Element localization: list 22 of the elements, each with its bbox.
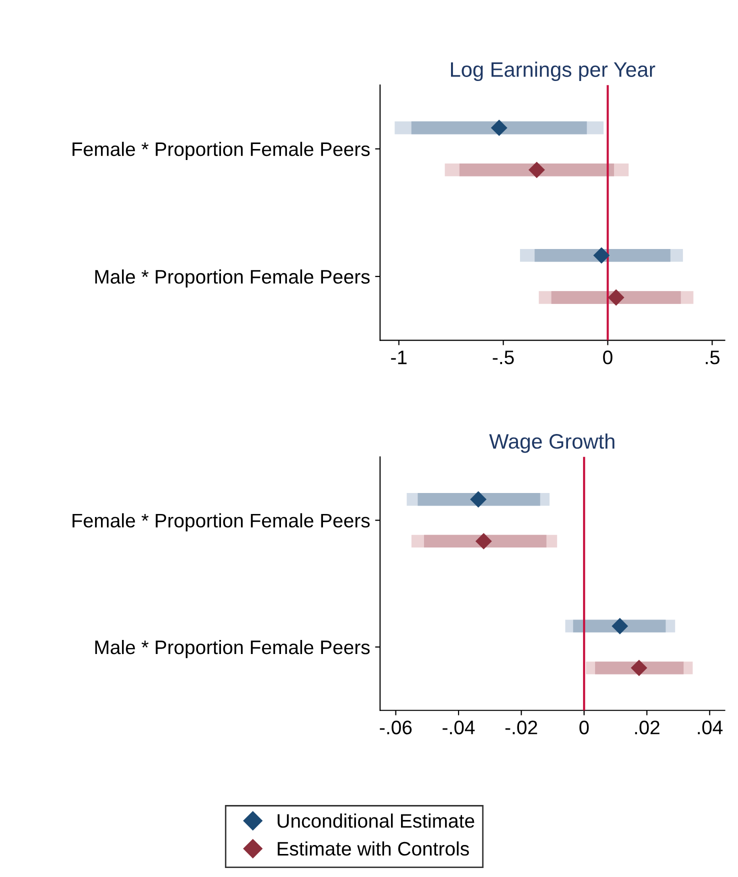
bar [459, 164, 614, 176]
chart-title: Log Earnings per Year [451, 62, 656, 82]
bar [411, 121, 587, 134]
y-tick-label: Female * Proportion Female Peers [72, 513, 370, 532]
bar [424, 534, 546, 548]
legend-label: Estimate with Controls [278, 841, 469, 856]
chart-title: Wage Growth [489, 433, 614, 453]
y-tick-label: Female * Proportion Female Peers [72, 142, 370, 160]
x-tick-label: 0 [603, 350, 612, 364]
x-tick-label: -1 [391, 350, 407, 364]
x-tick-label: -.06 [380, 720, 412, 734]
x-tick-label: -.04 [442, 720, 475, 734]
x-tick-label: -.5 [492, 350, 514, 364]
bar [534, 249, 670, 262]
x-tick-label: .02 [635, 720, 660, 734]
x-tick-label: -.02 [505, 720, 538, 734]
y-tick-label: Male * Proportion Female Peers [95, 640, 370, 658]
x-tick-label: 0 [579, 720, 589, 734]
legend-label: Unconditional Estimate [278, 814, 474, 828]
y-tick-label: Male * Proportion Female Peers [95, 269, 370, 288]
x-tick-label: .5 [706, 350, 720, 364]
x-tick-label: .04 [698, 720, 723, 734]
